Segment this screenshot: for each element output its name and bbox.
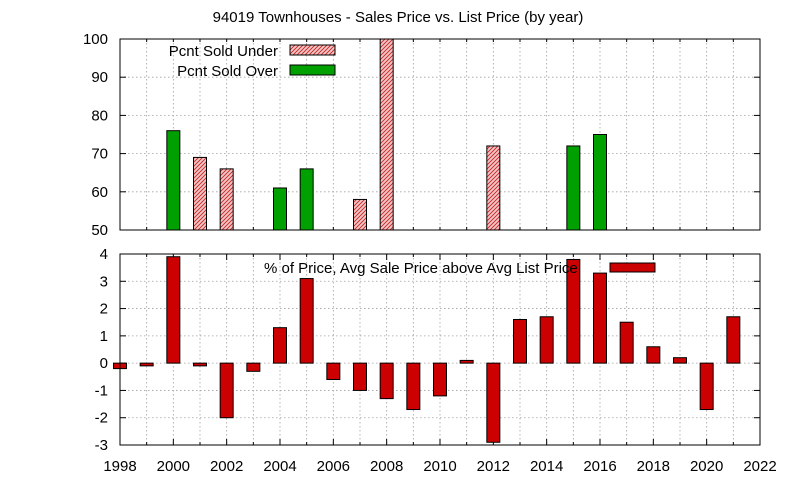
top-ytick-label: 100 xyxy=(83,31,108,48)
bottom-bar-2012 xyxy=(486,362,501,443)
bottom-bar-2011 xyxy=(459,359,474,364)
bottom-ytick-label: 4 xyxy=(100,246,108,263)
bottom-xtick-label: 2014 xyxy=(530,458,563,475)
bottom-xtick-label: 2012 xyxy=(477,458,510,475)
bottom-xtick-label: 2018 xyxy=(637,458,670,475)
bottom-xtick-label: 2022 xyxy=(743,458,776,475)
bottom-bar-2010 xyxy=(433,362,447,397)
top-bar-2007 xyxy=(353,198,367,231)
bottom-bar-2017 xyxy=(619,321,634,364)
bottom-xtick-label: 2020 xyxy=(690,458,723,475)
bottom-xtick-label: 2004 xyxy=(263,458,296,475)
top-ytick-label: 60 xyxy=(91,184,108,201)
bottom-xtick-label: 2006 xyxy=(317,458,350,475)
bottom-bar-2006 xyxy=(326,362,341,381)
bottom-ytick-label: 3 xyxy=(100,273,108,290)
bottom-bar-2005 xyxy=(299,278,314,364)
top-bar-2002 xyxy=(219,168,234,231)
bottom-xtick-label: 2008 xyxy=(370,458,403,475)
bottom-ytick-label: 0 xyxy=(100,355,108,372)
chart-title: 94019 Townhouses - Sales Price vs. List … xyxy=(213,9,584,26)
top-bar-2004 xyxy=(273,187,287,231)
bottom-bar-2013 xyxy=(513,318,527,364)
top-bar-2012 xyxy=(486,145,501,231)
bottom-bar-2014 xyxy=(539,316,554,364)
top-ytick-label: 80 xyxy=(91,107,108,124)
top-bar-2005 xyxy=(299,168,314,231)
bottom-xtick-label: 2016 xyxy=(583,458,616,475)
top-ytick-label: 70 xyxy=(91,146,108,163)
bottom-xtick-label: 2002 xyxy=(210,458,243,475)
legend-swatch-diff xyxy=(609,262,656,273)
top-bar-2015 xyxy=(566,145,581,231)
top-panel: 50 60 70 80 90 100 Pcnt Sold Under Pcnt Sold Ov… xyxy=(83,31,761,239)
top-bar-2000 xyxy=(166,130,181,231)
bottom-ytick-label: 1 xyxy=(100,328,108,345)
legend-label-diff: % of Price, Avg Sale Price above Avg Lis… xyxy=(264,260,578,277)
bottom-bar-2004 xyxy=(273,327,287,364)
legend-label-0: Pcnt Sold Under xyxy=(169,43,278,60)
top-ytick-label: 90 xyxy=(91,69,108,86)
legend-swatch-0 xyxy=(289,44,336,56)
bottom-bar-2020 xyxy=(699,362,714,411)
bottom-bar-2000 xyxy=(166,256,181,364)
bottom-bar-2001 xyxy=(193,362,207,367)
bottom-xtick-label: 2000 xyxy=(157,458,190,475)
top-bar-2008 xyxy=(379,38,394,231)
bottom-bar-2009 xyxy=(406,362,421,411)
bottom-ytick-label: 2 xyxy=(100,301,108,318)
bottom-bar-1999 xyxy=(139,362,154,367)
top-ytick-label: 50 xyxy=(91,222,108,239)
bottom-bar-2019 xyxy=(673,357,687,364)
bottom-bar-2016 xyxy=(593,272,607,364)
legend-label-1: Pcnt Sold Over xyxy=(177,63,278,80)
bottom-bar-2002 xyxy=(219,362,234,419)
bottom-bar-2008 xyxy=(379,362,394,400)
bottom-bar-2015 xyxy=(566,258,581,364)
bottom-ytick-label: -1 xyxy=(95,382,108,399)
bottom-bar-2003 xyxy=(246,362,261,372)
top-frame xyxy=(119,38,761,231)
top-bar-2001 xyxy=(193,156,207,231)
bottom-xtick-label: 2010 xyxy=(423,458,456,475)
bottom-bar-2021 xyxy=(726,316,741,364)
bottom-panel: -3 -2 -1 0 1 2 3 4 1998 2000 2002 2004 2006 2008 2010 2… xyxy=(95,246,777,475)
bottom-ytick-label: -3 xyxy=(95,437,108,454)
bottom-bar-2007 xyxy=(353,362,367,391)
bottom-frame xyxy=(119,253,761,446)
legend-swatch-1 xyxy=(289,64,336,76)
bottom-xtick-label: 1998 xyxy=(103,458,136,475)
bottom-bar-2018 xyxy=(646,346,661,364)
top-bar-2016 xyxy=(593,134,607,231)
bottom-ytick-label: -2 xyxy=(95,410,108,427)
